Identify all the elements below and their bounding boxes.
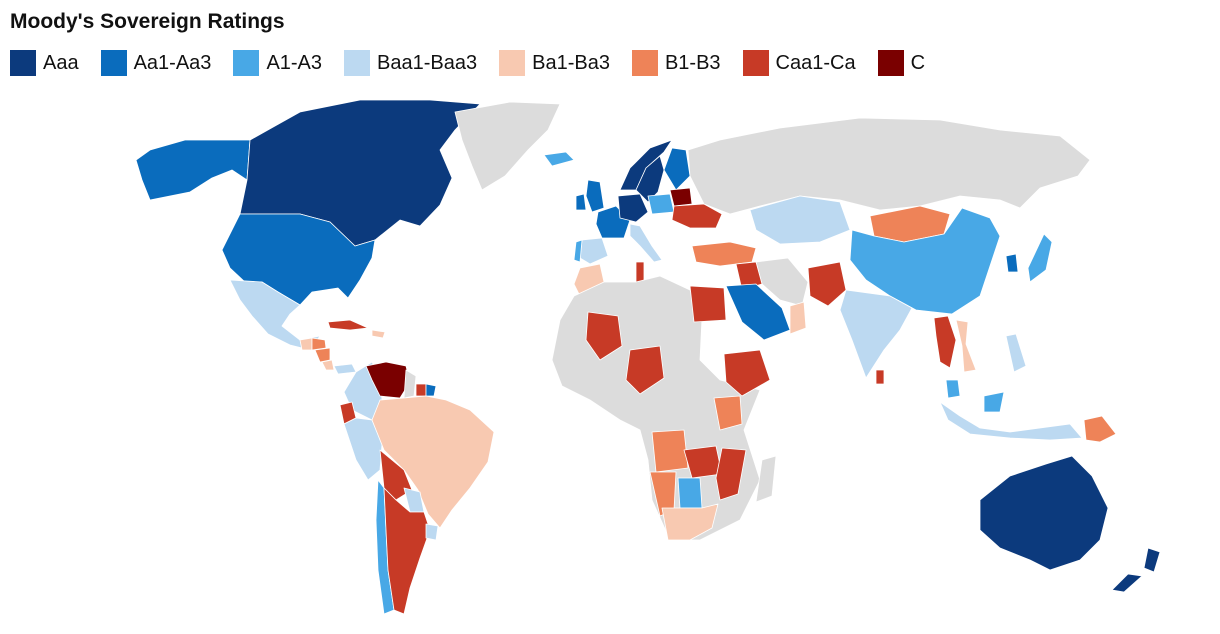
legend-label-c: C	[910, 51, 926, 74]
country-guyana	[403, 369, 417, 399]
country-nigeria[interactable]	[625, 345, 665, 395]
country-belarus[interactable]	[669, 187, 693, 207]
country-uruguay[interactable]	[425, 523, 439, 541]
legend-item-ba: Ba1-Ba3	[499, 50, 610, 76]
country-germany[interactable]	[617, 193, 649, 223]
legend-label-a: A1-A3	[266, 51, 323, 74]
legend-swatch-aa	[100, 50, 127, 76]
legend-label-aaa: Aaa	[43, 51, 79, 74]
legend-item-baa: Baa1-Baa3	[344, 50, 477, 76]
country-cuba[interactable]	[327, 319, 369, 331]
page-title: Moody's Sovereign Ratings	[10, 10, 285, 33]
country-nicaragua[interactable]	[314, 347, 331, 363]
country-new-zealand[interactable]	[1111, 547, 1161, 593]
country-panama[interactable]	[333, 363, 357, 375]
legend-item-b: B1-B3	[631, 50, 721, 76]
legend-swatch-aaa	[10, 50, 36, 76]
legend-label-b: B1-B3	[664, 51, 721, 74]
country-egypt[interactable]	[689, 285, 727, 323]
country-madagascar	[755, 455, 777, 503]
country-argentina[interactable]	[383, 487, 431, 615]
country-united-states[interactable]	[221, 213, 376, 306]
country-kazakhstan[interactable]	[749, 195, 851, 245]
country-myanmar[interactable]	[933, 315, 957, 369]
legend-item-aaa: Aaa	[10, 50, 79, 76]
country-finland[interactable]	[663, 147, 691, 191]
country-india[interactable]	[839, 289, 913, 379]
country-australia[interactable]	[979, 455, 1109, 571]
country-sri-lanka[interactable]	[875, 369, 885, 385]
legend-swatch-ba	[499, 50, 526, 76]
country-korea[interactable]	[1005, 253, 1019, 273]
legend-item-aa: Aa1-Aa3	[100, 50, 212, 76]
country-ireland[interactable]	[575, 193, 587, 211]
country-papua-new-guinea[interactable]	[1083, 415, 1117, 443]
legend-label-baa: Baa1-Baa3	[377, 51, 478, 74]
country-pakistan[interactable]	[807, 261, 847, 307]
country-alaska[interactable]	[135, 139, 251, 201]
legend-swatch-caa	[742, 50, 769, 76]
country-russia	[687, 117, 1091, 215]
country-iraq[interactable]	[735, 261, 763, 291]
legend-label-ba: Ba1-Ba3	[532, 51, 610, 74]
country-french-guiana[interactable]	[425, 383, 437, 397]
legend-item-c: C	[877, 50, 926, 76]
country-botswana[interactable]	[677, 477, 703, 509]
legend-label-aa: Aa1-Aa3	[133, 51, 212, 74]
country-tunisia[interactable]	[635, 261, 645, 283]
country-south-africa[interactable]	[661, 503, 719, 541]
legend-label-caa: Caa1-Ca	[775, 51, 856, 74]
legend-item-caa: Caa1-Ca	[742, 50, 856, 76]
legend: Aaa Aa1-Aa3 A1-A3 Baa1-Baa3 Ba1-Ba3 B1-B…	[10, 50, 947, 76]
country-philippines[interactable]	[1005, 333, 1027, 373]
country-honduras[interactable]	[311, 337, 327, 351]
country-indonesia[interactable]	[939, 401, 1083, 441]
country-kenya[interactable]	[713, 395, 743, 431]
legend-swatch-baa	[344, 50, 371, 76]
country-turkey[interactable]	[691, 241, 757, 267]
legend-swatch-b	[631, 50, 658, 76]
country-oman[interactable]	[789, 301, 807, 335]
country-japan[interactable]	[1027, 233, 1053, 283]
country-italy[interactable]	[629, 223, 663, 263]
country-greenland	[454, 101, 561, 191]
country-united-kingdom[interactable]	[585, 179, 605, 213]
country-vietnam[interactable]	[955, 319, 977, 373]
country-costa-rica[interactable]	[321, 359, 335, 371]
country-spain[interactable]	[579, 237, 609, 265]
country-bolivia[interactable]	[379, 449, 413, 501]
country-mali[interactable]	[585, 311, 623, 361]
country-dominican-republic[interactable]	[371, 329, 386, 339]
country-mozambique[interactable]	[715, 447, 747, 501]
country-brazil[interactable]	[371, 395, 495, 529]
country-guatemala[interactable]	[299, 337, 313, 351]
country-china[interactable]	[849, 207, 1001, 315]
country-portugal[interactable]	[573, 239, 583, 263]
legend-item-a: A1-A3	[233, 50, 322, 76]
country-malaysia[interactable]	[945, 379, 1005, 413]
legend-swatch-a	[233, 50, 260, 76]
country-suriname[interactable]	[415, 383, 427, 397]
country-poland[interactable]	[647, 193, 675, 215]
country-iceland[interactable]	[543, 151, 575, 167]
country-angola[interactable]	[651, 429, 689, 473]
legend-swatch-c	[877, 50, 904, 76]
country-ethiopia[interactable]	[723, 349, 771, 397]
